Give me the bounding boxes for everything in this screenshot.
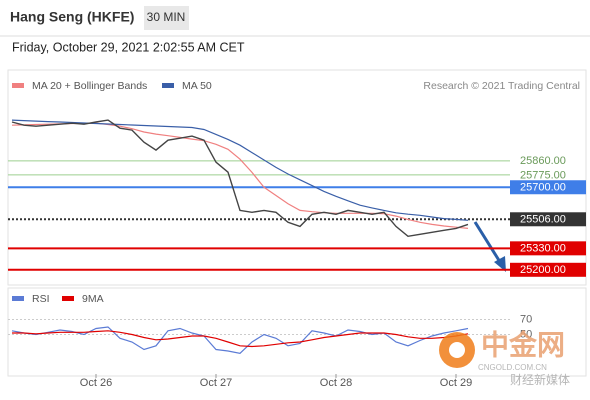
- legend-label: RSI: [32, 293, 50, 305]
- x-tick-label: Oct 27: [200, 377, 232, 389]
- level-label-box: [510, 180, 586, 195]
- timestamp: Friday, October 29, 2021 2:02:55 AM CET: [12, 40, 245, 54]
- watermark-logo-inner: [449, 342, 465, 358]
- watermark-tagline: 财经新媒体: [510, 372, 570, 387]
- watermark-name: 中金网: [481, 328, 565, 360]
- interval-badge: [144, 6, 189, 30]
- y-tick-label: 50: [520, 328, 532, 340]
- y-tick-label: 70: [520, 313, 532, 325]
- forecast-arrow-head: [494, 256, 506, 272]
- instrument-title: Hang Seng (HKFE): [10, 9, 134, 25]
- level-label: 25330.00: [520, 243, 566, 255]
- level-label-box: [510, 241, 586, 256]
- credit: Research © 2021 Trading Central: [423, 80, 580, 92]
- level-label-box: [510, 262, 586, 277]
- legend-swatch: [12, 83, 24, 88]
- watermark-domain: CNGOLD.COM.CN: [478, 363, 547, 372]
- x-tick-label: Oct 28: [320, 377, 352, 389]
- x-tick-label: Oct 26: [80, 377, 112, 389]
- x-tick-label: Oct 29: [440, 377, 472, 389]
- main-frame: [7, 69, 587, 286]
- price-line: [11, 119, 469, 238]
- legend-label: MA 50: [182, 80, 212, 92]
- legend-label: MA 20 + Bollinger Bands: [32, 80, 147, 92]
- level-label: 25700.00: [520, 182, 566, 194]
- level-label: 25200.00: [520, 264, 566, 276]
- rsi-frame: [7, 287, 587, 377]
- level-label: 25775.00: [520, 169, 566, 181]
- series-line: [12, 330, 469, 348]
- level-label: 25506.00: [520, 214, 566, 226]
- watermark: 中金网 CNGOLD.COM.CN 财经新媒体: [439, 328, 570, 387]
- legend-label: 9MA: [82, 293, 104, 305]
- legend-swatch: [12, 296, 24, 301]
- level-label-box: [510, 212, 586, 227]
- legend-swatch: [162, 83, 174, 88]
- legend-swatch: [62, 296, 74, 301]
- interval: 30 MIN: [147, 10, 186, 24]
- level-label: 25860.00: [520, 155, 566, 167]
- forecast-arrow: [473, 221, 502, 263]
